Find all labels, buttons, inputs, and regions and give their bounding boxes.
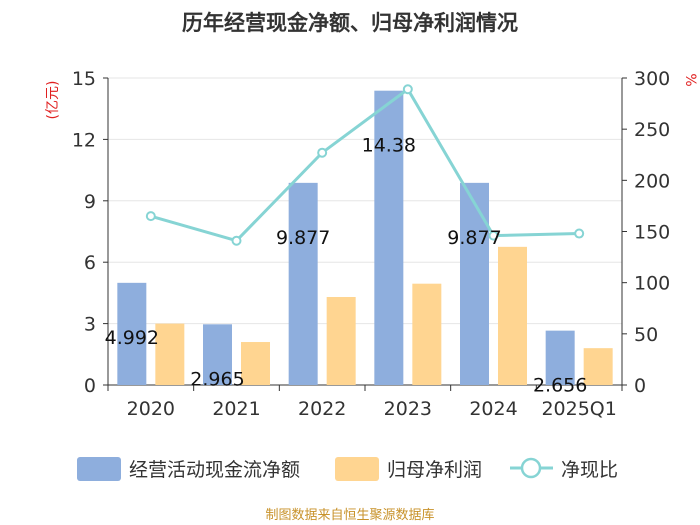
left-tick-label: 15 [72,68,96,90]
right-axis-unit: % [682,73,698,86]
right-tick-label: 0 [634,375,646,397]
right-tick-label: 150 [634,222,670,244]
line-ratio-point [402,84,413,95]
right-tick-label: 100 [634,273,670,295]
bar-layer [117,90,613,385]
source-note: 制图数据来自恒生聚源数据库 [265,507,434,523]
bar-net-profit [412,283,442,385]
data-label-cash-flow: 4.992 [105,327,159,349]
x-tick-label: 2022 [298,398,346,420]
legend-label-cash-flow: 经营活动现金流净额 [129,459,300,481]
line-ratio-point [488,230,499,241]
legend: 经营活动现金流净额 归母净利润 净现比 [77,457,618,481]
right-tick-label: 200 [634,170,670,192]
line-ratio-point [317,147,328,158]
left-tick-label: 0 [84,375,96,397]
legend-marker-ratio [520,457,542,479]
bar-net-profit [326,296,356,385]
left-tick-label: 3 [84,314,96,336]
line-ratio-point [231,235,242,246]
legend-label-ratio: 净现比 [561,459,618,481]
data-label-cash-flow: 9.877 [447,227,501,249]
legend-label-net-profit: 归母净利润 [387,459,482,481]
left-tick-label: 6 [84,252,96,274]
grid-layer [108,77,622,386]
bar-cash-flow [545,330,575,385]
label-layer: 4.992 2.965 9.877 14.38 9.877 2.656 [105,135,588,397]
data-label-cash-flow: 2.656 [533,375,587,397]
right-tick-label: 250 [634,119,670,141]
bar-net-profit [155,323,185,385]
legend-swatch-cash-flow [77,457,121,481]
data-label-cash-flow: 2.965 [190,368,244,390]
line-ratio [150,87,580,243]
bar-cash-flow [374,90,404,385]
data-label-cash-flow: 9.877 [276,227,330,249]
x-tick-label: 2024 [469,398,517,420]
x-tick-label: 2021 [212,398,260,420]
bar-cash-flow [203,324,232,385]
bar-net-profit [241,342,270,385]
x-tick-label: 2020 [127,398,175,420]
chart-title: 历年经营现金净额、归母净利润情况 [182,11,518,35]
bar-cash-flow [288,182,318,385]
x-tick-label: 2025Q1 [541,398,616,420]
bar-cash-flow [460,182,489,385]
left-tick-label: 12 [72,129,96,151]
right-tick-label: 50 [634,324,658,346]
right-tick-label: 300 [634,68,670,90]
line-layer [145,84,585,246]
left-axis-unit: (亿元) [45,81,61,120]
legend-swatch-net-profit [335,457,379,481]
bar-cash-flow [117,282,147,385]
left-tick-label: 9 [84,191,96,213]
line-ratio-point [574,228,585,239]
data-label-cash-flow: 14.38 [362,135,416,157]
line-ratio-point [145,211,156,222]
bar-net-profit [583,348,613,385]
x-tick-label: 2023 [384,398,432,420]
bar-net-profit [498,246,527,385]
